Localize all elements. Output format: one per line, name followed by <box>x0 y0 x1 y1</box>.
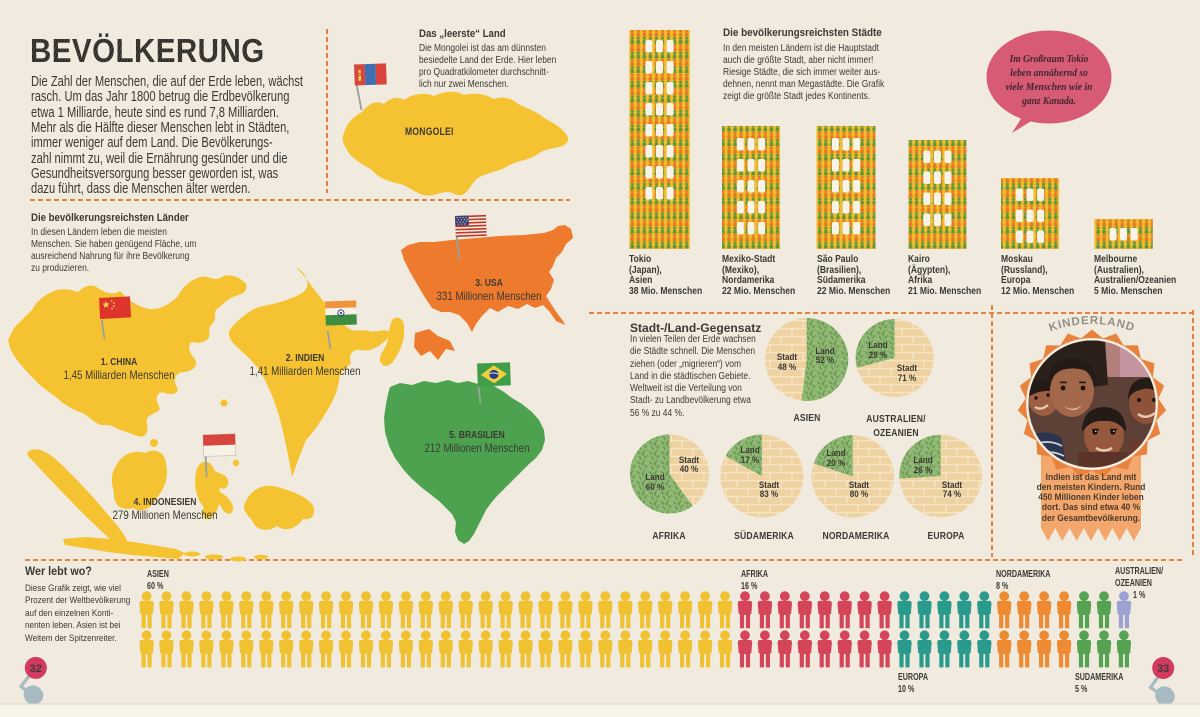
svg-text:32: 32 <box>30 663 42 675</box>
svg-text:33: 33 <box>1157 663 1169 675</box>
